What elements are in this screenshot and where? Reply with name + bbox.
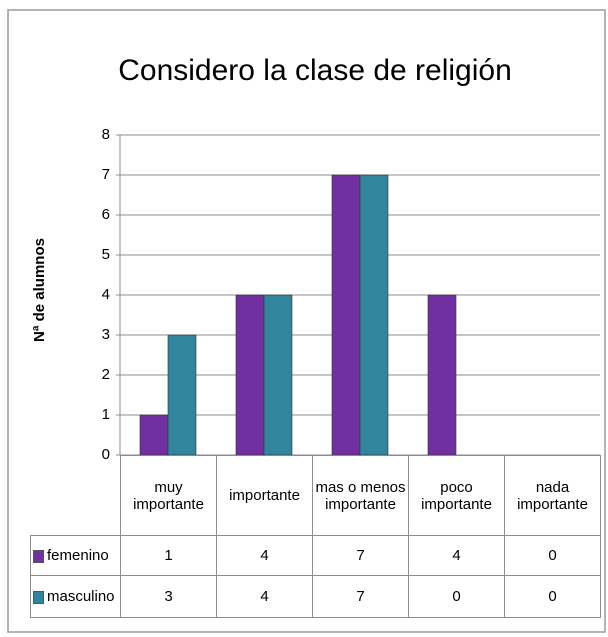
category-label: poco importante: [408, 455, 505, 536]
table-value: 4: [408, 535, 505, 576]
data-table: muy importante importante mas o menos impo…: [30, 455, 601, 618]
chart-border: [7, 9, 606, 633]
table-value: 0: [504, 535, 601, 576]
legend-label: femenino: [47, 547, 109, 564]
y-axis-label: Nª de alumnos: [31, 238, 48, 342]
table-corner: [30, 455, 121, 536]
table-value: 7: [312, 575, 409, 618]
chart-title: Considero la clase de religión: [118, 54, 512, 87]
table-value: 7: [312, 535, 409, 576]
bar: [331, 174, 361, 456]
category-label: muy importante: [120, 455, 217, 536]
y-tick-label: 5: [102, 246, 110, 263]
y-tick-label: 8: [102, 126, 110, 143]
y-tick-label: 7: [102, 166, 110, 183]
table-value: 3: [120, 575, 217, 618]
bar: [359, 174, 389, 456]
legend-swatch: [33, 549, 44, 563]
table-value: 4: [216, 575, 313, 618]
y-tick-label: 6: [102, 206, 110, 223]
table-row: masculino 3 4 7 0 0: [30, 575, 601, 618]
y-tick-label: 4: [102, 286, 110, 303]
table-value: 0: [504, 575, 601, 618]
table-value: 1: [120, 535, 217, 576]
category-label: importante: [216, 455, 313, 536]
category-label: mas o menos importante: [312, 455, 409, 536]
category-label: nada importante: [504, 455, 601, 536]
bar: [263, 294, 293, 456]
y-tick-label: 0: [102, 446, 110, 463]
legend-cell: masculino: [30, 575, 121, 618]
y-tick-label: 1: [102, 406, 110, 423]
table-row: femenino 1 4 7 4 0: [30, 535, 601, 576]
bar: [167, 334, 197, 456]
table-value: 0: [408, 575, 505, 618]
table-value: 4: [216, 535, 313, 576]
y-tick-label: 2: [102, 366, 110, 383]
legend-cell: femenino: [30, 535, 121, 576]
bar: [235, 294, 265, 456]
table-header-row: muy importante importante mas o menos impo…: [30, 455, 601, 536]
y-tick-label: 3: [102, 326, 110, 343]
legend-swatch: [33, 590, 44, 604]
bar: [139, 414, 169, 456]
bar: [427, 294, 457, 456]
legend-label: masculino: [47, 588, 115, 605]
